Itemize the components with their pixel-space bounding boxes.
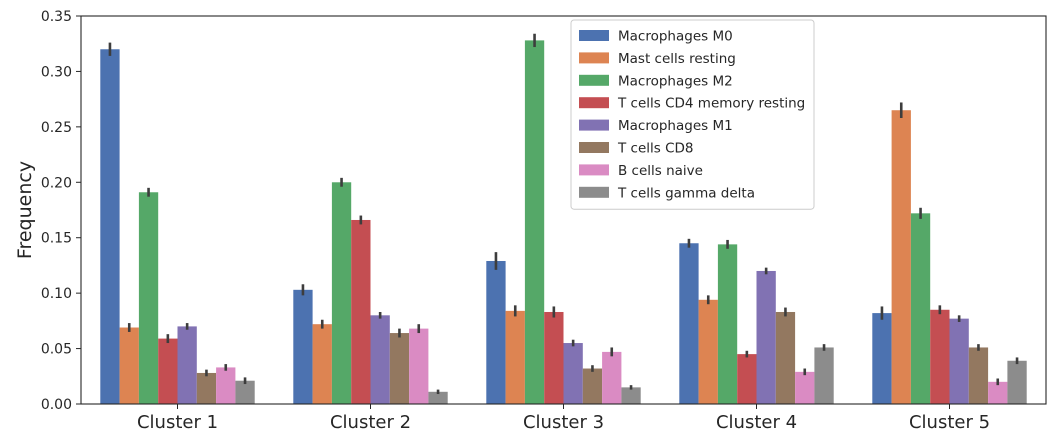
x-axis: Cluster 1 Cluster 2 Cluster 3 Cluster 4 Clus… (137, 404, 990, 432)
bar (795, 371, 815, 404)
bar (524, 40, 545, 404)
bar (563, 343, 583, 404)
plot-frame (80, 15, 1047, 405)
bar (293, 289, 313, 404)
bar (138, 192, 159, 404)
legend-box (570, 19, 815, 210)
y-tick-label: 0.15 (41, 231, 72, 247)
bar (370, 315, 390, 404)
legend-label: T cells CD4 memory resting (617, 96, 805, 112)
bar (235, 380, 255, 404)
y-axis: 0.00 0.05 0.10 0.15 0.20 0.25 0.30 0.35 (41, 9, 81, 413)
legend-swatch (579, 142, 609, 153)
bar (331, 182, 352, 404)
y-tick-label: 0.10 (41, 286, 72, 302)
bar (679, 243, 699, 404)
bar (814, 347, 834, 404)
legend-swatch (579, 164, 609, 176)
bar (196, 372, 217, 404)
bar (949, 318, 969, 404)
bar (602, 351, 622, 404)
bar (409, 328, 429, 404)
y-tick-label: 0.00 (41, 397, 72, 413)
legend-swatch (579, 74, 609, 86)
bar (717, 244, 738, 404)
legend-label: Macrophages M1 (618, 118, 733, 134)
legend-label: Macrophages M2 (618, 73, 733, 89)
y-tick-label: 0.25 (41, 120, 72, 136)
bar (389, 333, 410, 404)
y-axis-title: Frequency (14, 161, 36, 259)
bar (216, 367, 236, 404)
legend-swatch (579, 119, 609, 131)
legend: Macrophages M0 Mast cells resting Macropha… (570, 19, 815, 210)
legend-label: Macrophages M0 (618, 29, 733, 45)
legend-label: B cells naive (618, 163, 703, 179)
bar (775, 311, 796, 404)
bar (158, 338, 178, 404)
bar (100, 49, 120, 404)
bar (756, 270, 776, 404)
y-tick-label: 0.05 (41, 342, 72, 358)
x-tick-label: Cluster 2 (330, 412, 411, 432)
bar (621, 387, 641, 404)
bar (988, 381, 1008, 404)
bar (119, 327, 139, 404)
x-tick-label: Cluster 3 (523, 412, 604, 432)
bars-layer (100, 33, 1027, 404)
y-tick-label: 0.20 (41, 175, 72, 191)
bar (428, 391, 448, 404)
bar (737, 354, 757, 404)
bar (891, 110, 911, 404)
legend-swatch (579, 97, 609, 109)
x-tick-label: Cluster 1 (137, 412, 218, 432)
bar (505, 310, 525, 404)
legend-swatch (579, 30, 609, 41)
bar (177, 326, 197, 404)
bar (486, 260, 506, 404)
bar (582, 368, 603, 404)
y-tick-label: 0.35 (41, 9, 72, 25)
legend-swatch (579, 186, 609, 198)
bar (698, 299, 718, 404)
bar (872, 313, 892, 404)
bar (312, 324, 332, 404)
bar (930, 309, 950, 404)
legend-label: T cells gamma delta (617, 185, 755, 201)
bar (1007, 360, 1027, 404)
x-tick-label: Cluster 5 (909, 412, 990, 432)
bar (544, 311, 564, 404)
x-tick-label: Cluster 4 (716, 412, 797, 432)
bar (910, 213, 931, 404)
legend-label: T cells CD8 (617, 141, 694, 157)
bar (968, 347, 989, 404)
legend-swatch (579, 52, 609, 64)
y-tick-label: 0.30 (41, 64, 72, 80)
bar (351, 219, 371, 404)
legend-label: Mast cells resting (618, 51, 736, 67)
